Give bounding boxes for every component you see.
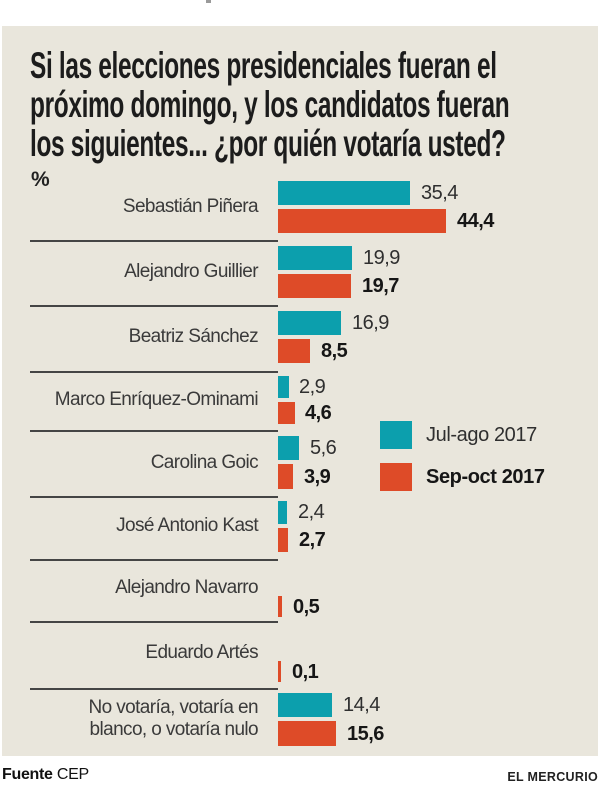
bar-sep-oct [278,661,281,682]
category-label: Eduardo Artés [145,642,258,663]
row-divider [30,371,278,373]
value-label-jul-ago: 14,4 [343,694,380,716]
chart-title-line-2: próximo domingo, y los candidatos fueran [30,84,510,125]
legend-label-sep-oct: Sep-oct 2017 [426,466,545,488]
value-label-jul-ago: 19,9 [363,247,400,269]
value-label-sep-oct: 44,4 [457,210,494,232]
row-divider [30,688,278,690]
category-label: Marco Enríquez-Ominami [54,389,259,410]
bar-jul-ago [278,501,287,524]
category-label: Carolina Goic [150,452,259,473]
row-divider [30,496,278,498]
value-label-sep-oct: 4,6 [305,402,332,424]
value-label-jul-ago: 2,9 [299,376,326,398]
source-label: Fuente [2,766,53,783]
publisher-credit: EL MERCURIO [507,770,598,784]
bar-jul-ago [278,693,332,717]
category-label-line-1: No votaría, votaría en [88,697,258,718]
bar-jul-ago [278,311,341,335]
value-label-jul-ago: 2,4 [298,501,325,523]
bar-sep-oct [278,339,310,363]
bar-jul-ago [278,181,410,205]
category-label-line-2: blanco, o votaría nulo [89,719,259,740]
value-label-jul-ago: 5,6 [310,437,337,459]
bar-sep-oct [278,402,295,424]
legend-swatch-jul-ago [380,421,412,449]
source-value: CEP [56,766,89,783]
stray-mark [206,0,211,3]
bar-sep-oct [278,464,293,489]
row-divider [30,240,278,242]
category-label: José Antonio Kast [116,515,259,536]
bar-jul-ago [278,376,289,398]
value-label-sep-oct: 0,1 [292,661,319,683]
source-note: Fuente CEP [2,766,89,784]
bar-sep-oct [278,528,288,552]
category-label: Alejandro Navarro [115,577,259,598]
bar-sep-oct [278,596,282,617]
category-label: Sebastián Piñera [122,196,259,217]
chart-panel [2,26,598,756]
bar-sep-oct [278,721,336,746]
chart-title-line-3: los siguientes... ¿por quién votaría ust… [30,123,506,164]
row-divider [30,430,278,432]
value-label-sep-oct: 19,7 [362,275,399,297]
value-label-sep-oct: 2,7 [299,529,326,551]
value-label-sep-oct: 3,9 [304,466,331,488]
row-divider [30,559,278,561]
bar-jul-ago [278,246,352,270]
bar-sep-oct [278,274,351,298]
bar-jul-ago [278,436,299,460]
legend-swatch-sep-oct [380,463,412,491]
legend-label-jul-ago: Jul-ago 2017 [426,424,537,446]
value-label-sep-oct: 8,5 [321,340,348,362]
value-label-jul-ago: 35,4 [421,182,458,204]
row-divider [30,621,278,623]
category-label: Alejandro Guillier [124,261,258,282]
chart-title-line-1: Si las elecciones presidenciales fueran … [30,45,497,86]
row-divider [30,305,278,307]
value-label-sep-oct: 15,6 [347,723,384,745]
bar-sep-oct [278,209,446,233]
category-label: Beatriz Sánchez [128,326,259,347]
value-label-jul-ago: 16,9 [352,312,389,334]
percent-axis-label: % [31,168,50,191]
value-label-sep-oct: 0,5 [293,596,320,618]
